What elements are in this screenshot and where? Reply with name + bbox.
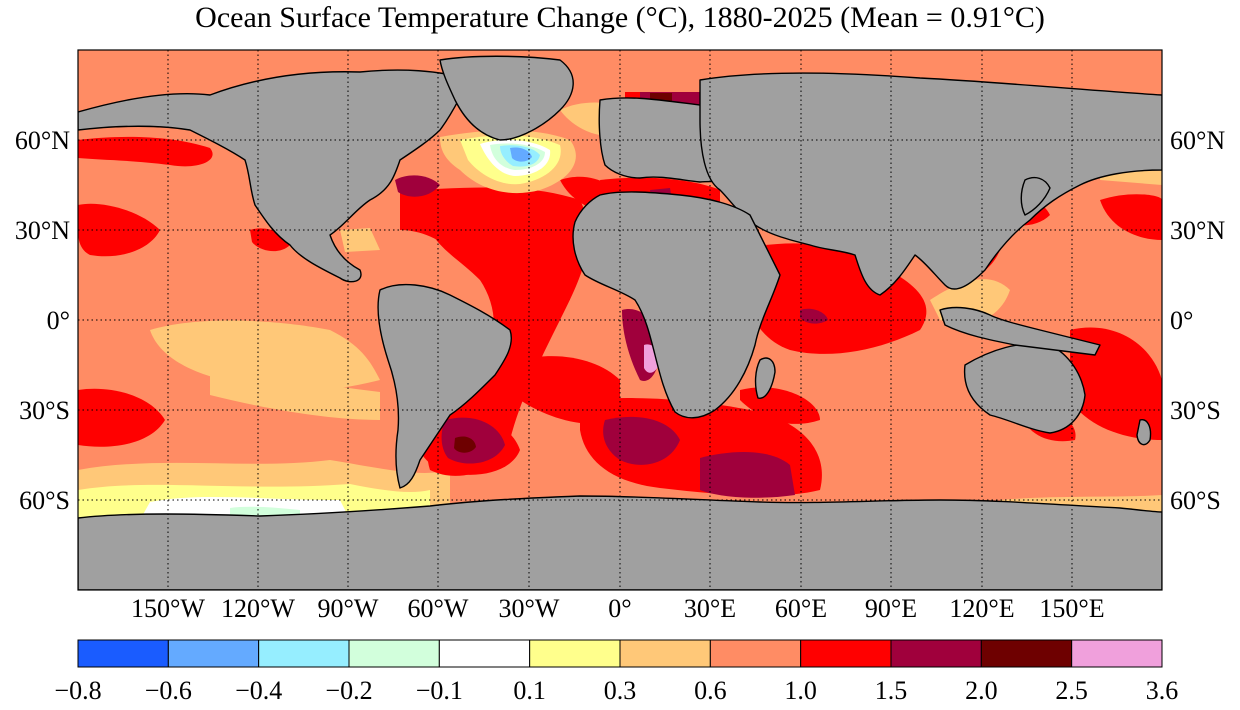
lon-label-90w: 90°W bbox=[318, 594, 379, 623]
map-area bbox=[78, 50, 1162, 590]
colorbar-tick-label: 2.5 bbox=[1055, 676, 1088, 705]
zone-southern-indian-maroon bbox=[700, 452, 795, 498]
zone-north-atlantic-blue bbox=[510, 147, 532, 162]
colorbar-swatch bbox=[709, 639, 802, 668]
lat-label-eq-right: 0° bbox=[1170, 306, 1193, 335]
colorbar-swatch bbox=[529, 639, 621, 668]
lon-label-60e: 60°E bbox=[775, 594, 827, 623]
zone-south-pacific-red bbox=[78, 388, 165, 447]
lon-label-150e: 150°E bbox=[1039, 594, 1104, 623]
landmass-south-america bbox=[377, 283, 512, 489]
colorbar-swatch bbox=[1071, 639, 1163, 668]
zone-north-pacific-east-red bbox=[1100, 194, 1162, 240]
colorbar-tick-label: 1.5 bbox=[875, 676, 908, 705]
landmass-indonesia bbox=[939, 306, 1101, 356]
zone-gulf-stream-maroon bbox=[395, 175, 440, 197]
zone-east-pacific-orange bbox=[150, 320, 380, 391]
lon-label-90e: 90°E bbox=[865, 594, 917, 623]
colorbar-swatch bbox=[890, 639, 982, 668]
colorbar-tick-label: −0.2 bbox=[325, 676, 372, 705]
map-title: Ocean Surface Temperature Change (°C), 1… bbox=[195, 1, 1045, 34]
colorbar-tick-label: 0.6 bbox=[694, 676, 727, 705]
zone-tasman-red bbox=[1070, 327, 1162, 440]
landmass-new-zealand bbox=[1136, 419, 1152, 446]
colorbar-swatch bbox=[800, 639, 892, 668]
colorbar-tick-label: 2.0 bbox=[965, 676, 998, 705]
land-masses bbox=[78, 55, 1162, 590]
lat-label-eq-left: 0° bbox=[47, 306, 70, 335]
lon-labels: 150°W 120°W 90°W 60°W 30°W 0° 30°E 60°E … bbox=[131, 594, 1105, 623]
colorbar-swatch bbox=[438, 639, 531, 668]
lat-label-30s-left: 30°S bbox=[19, 396, 70, 425]
lon-label-60w: 60°W bbox=[408, 594, 469, 623]
colorbar-tick-label: −0.8 bbox=[54, 676, 101, 705]
lon-label-30e: 30°E bbox=[684, 594, 736, 623]
map-frame bbox=[77, 49, 1163, 591]
zone-southwest-atlantic-darkred bbox=[454, 436, 476, 453]
lon-label-150w: 150°W bbox=[131, 594, 205, 623]
colorbar-tick-label: 0.3 bbox=[604, 676, 637, 705]
zone-north-pacific-red bbox=[78, 136, 213, 167]
colorbar-tick-label: −0.1 bbox=[416, 676, 463, 705]
lat-label-30n-left: 30°N bbox=[15, 216, 70, 245]
colorbar-tick-label: 1.0 bbox=[784, 676, 817, 705]
colorbar-tick-label: 0.1 bbox=[513, 676, 546, 705]
lat-label-60n-right: 60°N bbox=[1170, 126, 1225, 155]
lat-label-30s-right: 30°S bbox=[1170, 396, 1221, 425]
zone-southwest-atlantic-maroon bbox=[441, 417, 505, 464]
lat-label-60s-left: 60°S bbox=[19, 486, 70, 515]
zone-gulf-mexico-orange bbox=[340, 228, 380, 252]
landmass-japan bbox=[1020, 176, 1051, 216]
lat-label-60s-right: 60°S bbox=[1170, 486, 1221, 515]
colorbar-swatch bbox=[619, 639, 711, 668]
zone-southeast-pacific-orange bbox=[210, 370, 380, 420]
lat-label-30n-right: 30°N bbox=[1170, 216, 1225, 245]
landmass-north-america bbox=[78, 69, 471, 283]
lon-label-120e: 120°E bbox=[949, 594, 1014, 623]
zone-southern-atlantic-maroon bbox=[603, 416, 680, 465]
lon-label-120w: 120°W bbox=[221, 594, 295, 623]
colorbar-swatch bbox=[980, 639, 1073, 668]
landmass-africa bbox=[572, 191, 781, 419]
colorbar: −0.8 −0.6 −0.4 −0.2 −0.1 0.1 0.3 0.6 1.0 1.5 2.0 2.… bbox=[54, 639, 1179, 705]
lat-label-60n-left: 60°N bbox=[15, 126, 70, 155]
landmass-madagascar bbox=[754, 357, 776, 399]
zone-tropical-atlantic-red bbox=[430, 225, 570, 304]
map-gridlines bbox=[78, 50, 1162, 590]
colorbar-tick-label: −0.4 bbox=[235, 676, 282, 705]
lon-label-30w: 30°W bbox=[499, 594, 560, 623]
colorbar-tick-label: 3.6 bbox=[1146, 676, 1179, 705]
landmass-asia bbox=[699, 72, 1162, 296]
colorbar-swatch bbox=[258, 639, 350, 668]
lat-labels-right: 60°N 30°N 0° 30°S 60°S bbox=[1170, 126, 1225, 515]
colorbar-swatch bbox=[77, 639, 169, 668]
colorbar-swatch bbox=[167, 639, 260, 668]
landmass-greenland bbox=[439, 55, 574, 141]
colorbar-swatch bbox=[348, 639, 440, 668]
lon-label-0: 0° bbox=[608, 594, 631, 623]
colorbar-tick-label: −0.6 bbox=[145, 676, 192, 705]
lat-labels-left: 60°N 30°N 0° 30°S 60°S bbox=[15, 126, 70, 515]
